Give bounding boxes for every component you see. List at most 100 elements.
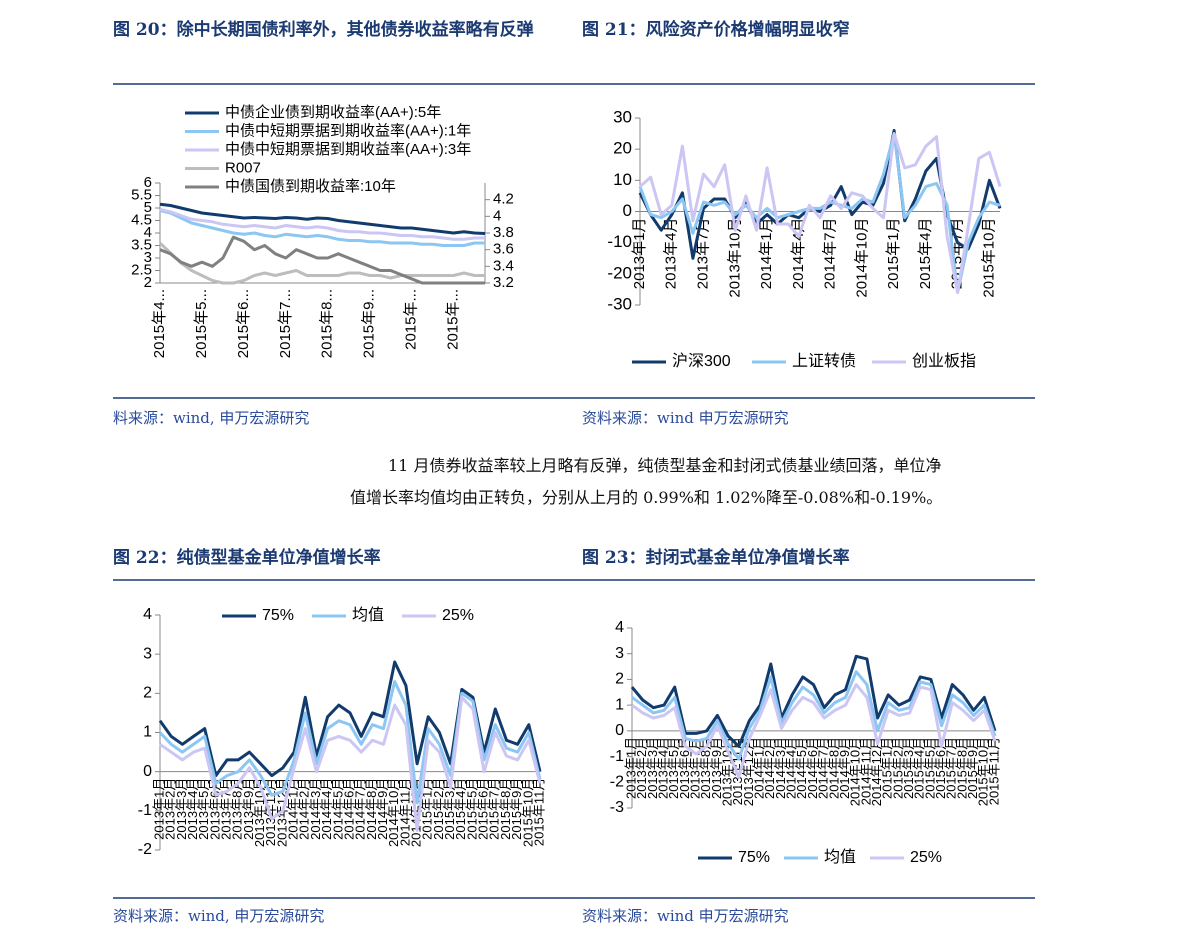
series-line: [159, 207, 485, 241]
series-line: [630, 654, 997, 748]
x-tick-label: 2015年3月: [901, 737, 916, 799]
x-tick-label: 2013年2月: [163, 778, 178, 840]
x-tick-label: 2013年1月: [623, 737, 638, 799]
y-tick-label: 3.5: [131, 236, 152, 253]
x-tick-label: 2015年4...: [151, 289, 168, 358]
series-line: [638, 132, 1001, 294]
x-tick-label: 2015年6月: [476, 778, 491, 840]
legend-label: 25%: [910, 849, 942, 866]
x-tick-label: 2014年9月: [375, 778, 390, 840]
series-line: [158, 241, 485, 285]
y2-tick-label: 3.4: [493, 257, 514, 274]
x-tick-label: 2015年5月: [464, 778, 479, 840]
x-tick-label: 2013年9月: [241, 778, 256, 840]
x-tick-label: 2015年9...: [361, 289, 378, 358]
x-tick-label: 2015年7月: [944, 737, 959, 799]
paragraph-line: 11 月债券收益率较上月略有反弹，纯债型基金和封闭式债基业绩回落，单位净: [388, 456, 942, 475]
x-tick-label: 2013年4月: [185, 778, 200, 840]
series-line: [159, 695, 542, 832]
x-tick-label: 2015年7...: [277, 289, 294, 358]
x-tick-label: 2014年10月: [853, 218, 870, 298]
figure-title: 图 20：除中长期国债利率外，其他债券收益率略有反弹: [113, 20, 534, 40]
x-tick-label: 2013年1月: [151, 778, 166, 840]
x-tick-label: 2015年1月: [880, 737, 895, 799]
source: 资料来源：wind 申万宏源研究: [582, 409, 789, 427]
y2-tick-label: 3.2: [493, 274, 514, 291]
x-tick-label: 2014年4月: [790, 218, 807, 290]
x-tick-label: 2015年10月: [976, 737, 991, 806]
x-tick-label: 2014年1月: [752, 737, 767, 799]
legend-label: 创业板指: [912, 352, 976, 370]
x-tick-label: 2013年2月: [634, 737, 649, 799]
y-tick-label: 4: [144, 224, 152, 241]
x-tick-label: 2015年11月: [986, 737, 1001, 805]
y-tick-label: -20: [607, 263, 632, 282]
y-tick-label: 2: [615, 671, 624, 688]
y-tick-label: -3: [610, 799, 624, 816]
x-tick-label: 2014年5月: [794, 737, 809, 799]
y-tick-label: 3: [144, 249, 152, 266]
y-tick-label: 5.5: [131, 186, 152, 203]
y-tick-label: 1: [143, 724, 152, 741]
y-tick-label: 2: [143, 685, 152, 702]
x-tick-label: 2015年8月: [954, 737, 969, 799]
x-tick-label: 2015年5月: [922, 737, 937, 799]
x-tick-label: 2014年2月: [297, 778, 312, 840]
x-tick-label: 2015年9月: [965, 737, 980, 799]
x-tick-label: 2014年9月: [837, 737, 852, 799]
x-tick-label: 2014年7月: [822, 218, 839, 290]
x-tick-label: 2015年3月: [442, 778, 457, 840]
legend-label: 均值: [824, 848, 856, 866]
figure-title: 图 21：风险资产价格增幅明显收窄: [582, 20, 850, 40]
y-tick-label: 1: [615, 696, 624, 713]
x-tick-label: 2015年11月: [531, 778, 546, 846]
x-tick-label: 2013年4月: [655, 737, 670, 799]
y-tick-label: 5: [144, 199, 152, 216]
x-tick-label: 2015年10月: [980, 218, 997, 298]
source: 资料来源：wind 申万宏源研究: [582, 907, 789, 925]
source: 料来源：wind, 申万宏源研究: [113, 409, 310, 427]
x-tick-label: 2013年8月: [698, 737, 713, 799]
x-tick-label: 2015年6月: [933, 737, 948, 799]
legend-label: 中债中短期票据到期收益率(AA+):1年: [225, 122, 471, 139]
y2-tick-label: 4: [493, 207, 501, 224]
x-tick-label: 2014年6月: [805, 737, 820, 799]
x-tick-label: 2015年...: [403, 289, 420, 350]
series-line: [158, 680, 542, 805]
x-tick-label: 2015年...: [445, 289, 462, 350]
legend-label: 75%: [738, 849, 770, 866]
y-tick-label: -2: [138, 841, 152, 858]
x-tick-label: 2014年2月: [762, 737, 777, 799]
series-line: [631, 670, 997, 761]
y-tick-label: 0: [615, 722, 624, 739]
x-tick-label: 2014年4月: [319, 778, 334, 840]
y-tick-label: 6: [144, 174, 152, 191]
y2-tick-label: 3.6: [493, 241, 514, 258]
x-tick-label: 2014年1月: [758, 218, 775, 290]
x-tick-label: 2015年7月: [487, 778, 502, 840]
figure-title: 图 23：封闭式基金单位净值增长率: [582, 548, 850, 568]
y2-tick-label: 4.2: [493, 191, 514, 208]
x-tick-label: 2014年11月: [397, 778, 412, 846]
x-tick-label: 2015年2月: [890, 737, 905, 799]
y-tick-label: -10: [607, 232, 632, 251]
y-tick-label: 4: [143, 606, 152, 623]
legend-label: 中债企业债到期收益率(AA+):5年: [225, 103, 441, 121]
y-tick-label: 0: [143, 763, 152, 780]
x-tick-label: 2014年6月: [341, 778, 356, 840]
figure-title: 图 22：纯债型基金单位净值增长率: [113, 548, 381, 568]
y-tick-label: 0: [623, 201, 632, 220]
y-tick-label: -30: [607, 294, 632, 313]
x-tick-label: 2014年7月: [816, 737, 831, 799]
y-tick-label: 3: [143, 645, 152, 662]
legend-label: 上证转债: [792, 352, 856, 370]
y-tick-label: -2: [610, 774, 624, 791]
x-tick-label: 2014年3月: [773, 737, 788, 799]
x-tick-label: 2013年10月: [726, 218, 743, 298]
x-tick-label: 2014年10月: [848, 737, 863, 806]
paragraph-line: 值增长率均值均由正转负，分别从上月的 0.99%和 1.02%降至-0.08%和…: [350, 488, 943, 507]
y-tick-label: 2: [144, 274, 152, 291]
x-tick-label: 2013年8月: [230, 778, 245, 840]
y-tick-label: 20: [613, 139, 632, 158]
